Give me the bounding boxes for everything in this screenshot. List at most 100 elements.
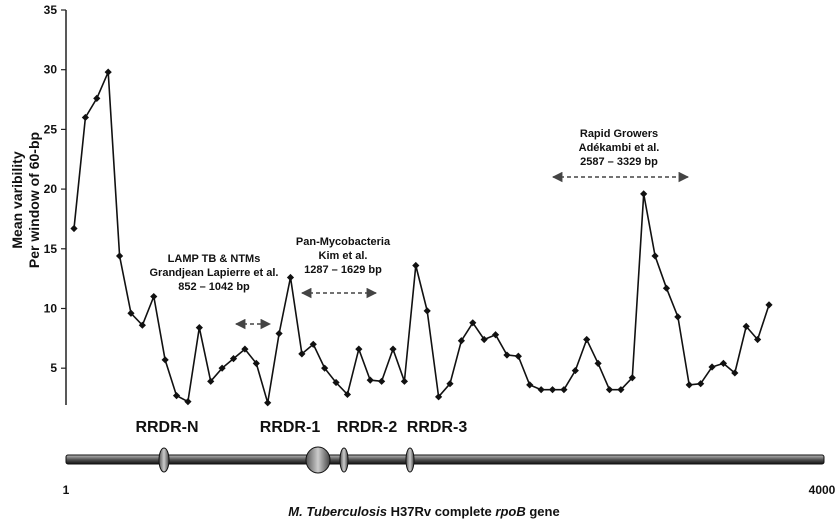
gene-axis-caption: M. Tuberculosis H37Rv complete rpoB gene — [288, 504, 559, 519]
data-point — [742, 322, 750, 330]
y-tick-label: 35 — [44, 3, 58, 17]
data-point — [321, 364, 329, 372]
data-point — [184, 398, 192, 406]
y-tick-label: 25 — [44, 122, 58, 136]
data-point — [150, 292, 158, 301]
data-point — [446, 380, 454, 388]
data-point — [378, 377, 386, 385]
y-tick-label: 20 — [44, 182, 58, 196]
marker-rrdr-3 — [405, 447, 415, 473]
data-point — [332, 378, 340, 387]
data-point — [70, 224, 78, 233]
data-point — [423, 307, 431, 315]
data-point — [366, 376, 374, 384]
gene-caption-tail: gene — [526, 504, 560, 519]
data-point — [765, 301, 773, 309]
data-point — [286, 273, 295, 282]
annotation-lamp: LAMP TB & NTMs Grandjean Lapierre et al.… — [150, 253, 279, 330]
annotation-rapid-line2: Adékambi et al. — [579, 142, 660, 154]
data-point — [241, 345, 249, 353]
annotation-rapid: Rapid Growers Adékambi et al. 2587 – 332… — [551, 128, 690, 183]
y-tick-label: 5 — [50, 361, 57, 375]
data-point — [434, 393, 443, 401]
data-point — [628, 374, 636, 382]
annotation-lamp-line3: 852 – 1042 bp — [178, 281, 250, 293]
y-tick-label: 10 — [44, 301, 58, 315]
data-point — [138, 321, 146, 329]
data-point — [115, 252, 124, 260]
data-point — [457, 337, 465, 345]
data-point — [412, 261, 420, 270]
data-point — [343, 390, 352, 399]
data-point — [469, 319, 477, 327]
annotation-pan-myco-line2: Kim et al. — [319, 250, 368, 262]
data-point — [719, 359, 728, 368]
data-point — [161, 356, 169, 364]
data-point — [503, 351, 511, 359]
data-point — [674, 313, 682, 321]
data-point — [309, 340, 317, 348]
data-point — [548, 386, 557, 394]
series — [70, 68, 773, 407]
data-point — [571, 366, 579, 375]
data-point — [537, 386, 545, 394]
y-ticks: 5 10 15 20 25 30 35 — [44, 3, 66, 375]
annotation-lamp-line1: LAMP TB & NTMs — [168, 253, 261, 265]
region-label-rrdr-2: RRDR-2 — [337, 419, 398, 436]
annotation-pan-myco: Pan-Mycobacteria Kim et al. 1287 – 1629 … — [296, 236, 391, 299]
data-point — [355, 345, 363, 353]
data-point — [697, 380, 705, 388]
data-point — [195, 323, 203, 332]
data-point — [229, 355, 238, 363]
region-label-rrdr-3: RRDR-3 — [407, 419, 468, 436]
data-point — [491, 331, 500, 339]
data-point — [685, 381, 693, 389]
annotation-pan-myco-line1: Pan-Mycobacteria — [296, 236, 391, 248]
region-label-rrdr-n: RRDR-N — [135, 419, 198, 436]
y-axis-label-line1: Mean varibility — [9, 151, 25, 248]
data-point — [252, 359, 260, 368]
data-point — [651, 252, 659, 260]
y-tick-label: 30 — [44, 63, 58, 77]
data-point — [389, 345, 397, 353]
gene-rod — [65, 454, 825, 465]
data-point — [640, 190, 648, 198]
data-point — [480, 335, 488, 344]
annotation-rapid-line1: Rapid Growers — [580, 128, 658, 140]
annotation-lamp-line2: Grandjean Lapierre et al. — [150, 267, 279, 279]
data-point — [298, 350, 306, 358]
data-point — [207, 377, 215, 385]
data-point — [594, 359, 602, 368]
data-point — [81, 113, 89, 122]
data-point — [218, 364, 226, 372]
data-point — [583, 335, 591, 344]
data-point — [560, 386, 568, 394]
data-point — [104, 68, 112, 76]
y-tick-label: 15 — [44, 242, 58, 256]
marker-rrdr-2 — [339, 447, 349, 473]
gene-caption-species: M. Tuberculosis — [288, 504, 387, 519]
gene-start-label: 1 — [63, 483, 70, 497]
marker-rrdr-1 — [305, 446, 331, 474]
data-point — [731, 369, 739, 377]
data-point — [617, 386, 625, 394]
annotation-pan-myco-line3: 1287 – 1629 bp — [304, 264, 382, 276]
data-point — [708, 363, 716, 371]
data-point — [264, 399, 272, 407]
data-point — [172, 392, 181, 400]
marker-rrdr-n — [158, 447, 170, 473]
gene-caption-gene: rpoB — [495, 504, 525, 519]
data-point — [662, 284, 671, 292]
series-line — [73, 71, 770, 404]
gene-caption-strain: H37Rv complete — [387, 504, 495, 519]
data-point — [754, 335, 762, 344]
data-point — [605, 386, 614, 394]
y-axis-label-line2: Per window of 60-bp — [26, 132, 42, 268]
y-axis-label: Mean varibility Per window of 60-bp — [9, 132, 42, 268]
data-point — [526, 381, 534, 389]
data-point — [400, 377, 409, 385]
data-point — [93, 94, 101, 102]
data-point — [514, 352, 522, 360]
